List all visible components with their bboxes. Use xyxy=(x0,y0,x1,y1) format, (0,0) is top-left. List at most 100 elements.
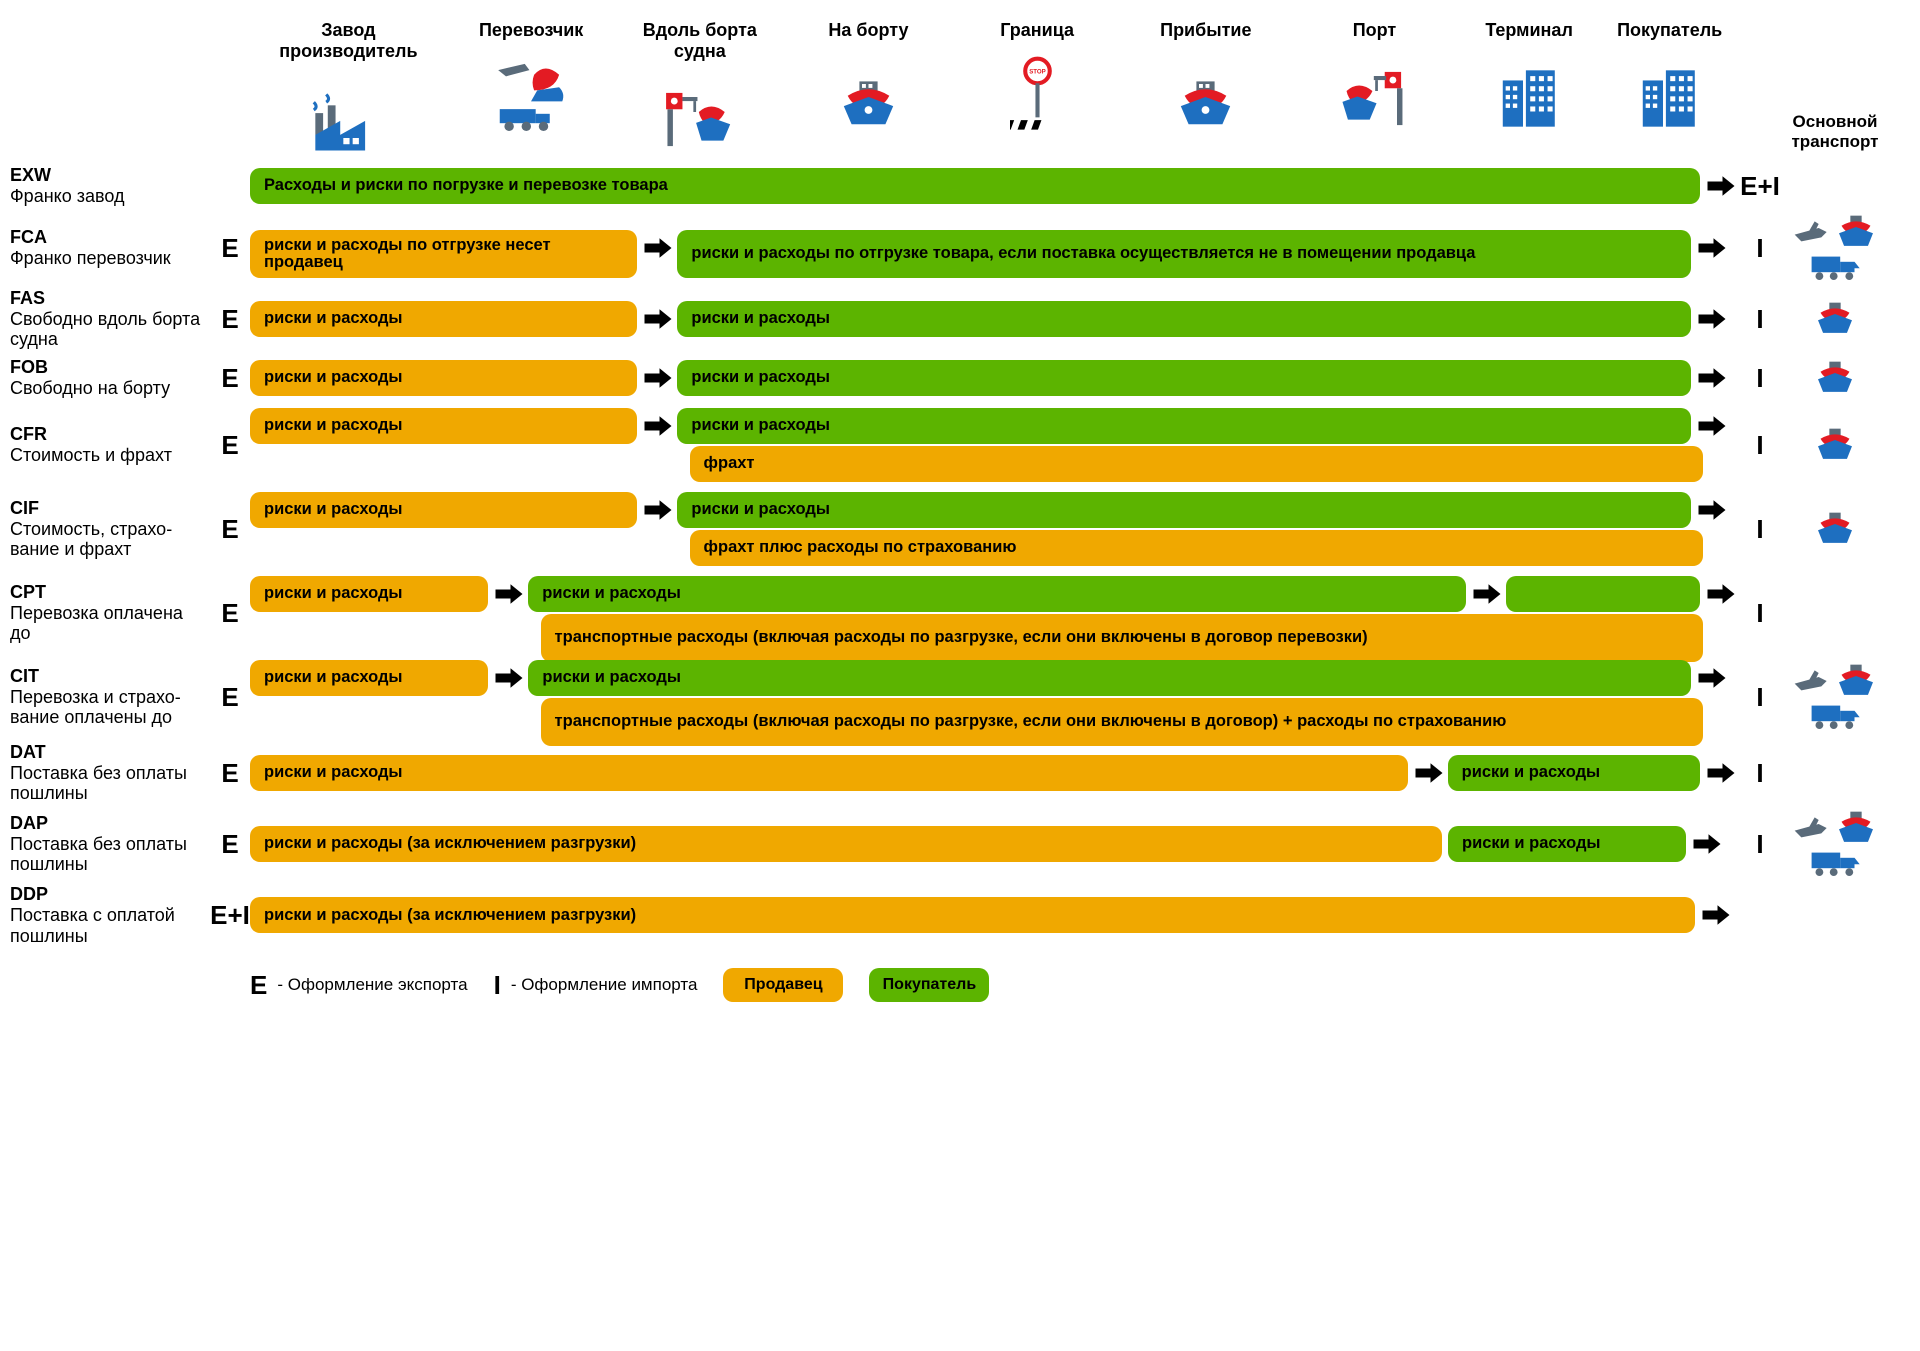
legend-E-text: - Оформление экспорта xyxy=(277,975,467,995)
import-marker: I xyxy=(1740,598,1780,629)
term-label: EXWФранко завод xyxy=(10,165,210,206)
header-buyerloc: Покупатель xyxy=(1599,20,1740,156)
building-icon xyxy=(1459,41,1600,131)
transport-icons xyxy=(1780,663,1890,731)
term-label: FCAФранко перевозчик xyxy=(10,227,210,268)
term-row: FCAФранко перевозчикEриски и расходы по … xyxy=(10,214,1890,282)
transport-icons xyxy=(1780,214,1890,282)
term-label: FOBСвободно на борту xyxy=(10,357,210,398)
term-label: FASСвободно вдоль борта судна xyxy=(10,288,210,350)
cost-bar: риски и расходы xyxy=(250,492,637,528)
export-marker: E xyxy=(210,304,250,335)
arrow-icon xyxy=(643,301,673,337)
cost-bar: риски и расходы xyxy=(677,492,1690,528)
export-marker: E+I xyxy=(210,900,250,931)
building-icon xyxy=(1599,41,1740,131)
transport-icons xyxy=(1780,810,1890,878)
cost-bar: риски и расходы (за исключением разгрузк… xyxy=(250,826,1442,862)
import-marker: I xyxy=(1740,363,1780,394)
cost-bar: транспортные расходы (включая расходы по… xyxy=(541,614,1703,662)
cost-bar: риски и расходы xyxy=(250,755,1408,791)
header-arrival: Прибытие xyxy=(1121,20,1290,156)
cost-bar: риски и расходы xyxy=(1448,826,1686,862)
cost-bar: риски и расходы xyxy=(677,301,1690,337)
header-carrier: Перевозчик xyxy=(447,20,616,156)
legend-I: I xyxy=(494,970,501,1001)
cost-bar: риски и расходы xyxy=(528,660,1690,696)
import-marker: I xyxy=(1740,682,1780,713)
cost-bar xyxy=(1506,576,1700,612)
term-row: EXWФранко заводРасходы и риски по погруз… xyxy=(10,164,1890,208)
header-alongside: Вдоль бортасудна xyxy=(615,20,784,156)
header-label: Перевозчик xyxy=(447,20,616,41)
arrow-icon xyxy=(494,660,524,696)
arrow-icon xyxy=(643,230,673,266)
arrow-icon xyxy=(643,360,673,396)
header-label: Порт xyxy=(1290,20,1459,41)
import-marker: I xyxy=(1740,304,1780,335)
arrow-icon xyxy=(1697,360,1727,396)
term-label: DAPПоставка без оплаты пошлины xyxy=(10,813,210,875)
carrier-icon xyxy=(447,41,616,131)
term-label: DATПоставка без оплаты пошлины xyxy=(10,742,210,804)
arrow-icon xyxy=(1697,660,1727,696)
arrow-icon xyxy=(1697,301,1727,337)
arrow-icon xyxy=(1697,408,1727,444)
arrow-icon xyxy=(1706,755,1736,791)
arrow-icon xyxy=(494,576,524,612)
cost-bar: риски и расходы xyxy=(677,408,1690,444)
header-port: Порт xyxy=(1290,20,1459,156)
transport-icons xyxy=(1780,511,1890,547)
term-label: CPTПеревозка оплачена до xyxy=(10,582,210,644)
header-factory: Заводпроизводитель xyxy=(250,20,447,156)
header-label: Граница xyxy=(953,20,1122,41)
cost-bar: транспортные расходы (включая расходы по… xyxy=(541,698,1703,746)
export-marker: E xyxy=(210,430,250,461)
term-row: CFRСтоимость и фрахтEриски и расходыриск… xyxy=(10,406,1890,484)
arrow-icon xyxy=(1697,492,1727,528)
import-marker: I xyxy=(1740,233,1780,264)
arrow-icon xyxy=(1692,826,1722,862)
arrow-icon xyxy=(1414,755,1444,791)
cost-bar: риски и расходы xyxy=(250,360,637,396)
crane-icon xyxy=(615,62,784,152)
header-label: Вдоль бортасудна xyxy=(615,20,784,62)
term-label: DDPПоставка с оплатой пошлины xyxy=(10,884,210,946)
arrow-icon xyxy=(1472,576,1502,612)
factory-icon xyxy=(250,62,447,152)
transport-icons xyxy=(1780,360,1890,396)
export-marker: E xyxy=(210,682,250,713)
cost-bar: риски и расходы xyxy=(677,360,1690,396)
term-label: CITПеревозка и страхо-вание оплачены до xyxy=(10,666,210,728)
cost-bar: риски и расходы по отгрузке товара, если… xyxy=(677,230,1690,278)
import-marker: I xyxy=(1740,514,1780,545)
header-label: Терминал xyxy=(1459,20,1600,41)
header-label: Покупатель xyxy=(1599,20,1740,41)
cost-bar: фрахт плюс расходы по страхованию xyxy=(690,530,1703,566)
svg-text:STOP: STOP xyxy=(1029,69,1046,76)
term-row: FASСвободно вдоль борта суднаEриски и ра… xyxy=(10,288,1890,350)
cost-bar: риски и расходы (за исключением разгрузк… xyxy=(250,897,1695,933)
header-transport: Основнойтранспорт xyxy=(1780,112,1890,156)
legend-I-text: - Оформление импорта xyxy=(511,975,698,995)
header-border: Граница STOP xyxy=(953,20,1122,156)
import-marker: E+I xyxy=(1740,171,1780,202)
term-row: FOBСвободно на бортуEриски и расходы риск… xyxy=(10,356,1890,400)
term-row: CITПеревозка и страхо-вание оплачены доE… xyxy=(10,658,1890,736)
portcrane-icon xyxy=(1290,41,1459,131)
arrow-icon xyxy=(643,408,673,444)
cost-bar: риски и расходы по отгрузке несет продав… xyxy=(250,230,637,278)
ship-icon xyxy=(784,41,953,131)
export-marker: E xyxy=(210,363,250,394)
header-label: На борту xyxy=(784,20,953,41)
export-marker: E xyxy=(210,598,250,629)
border-icon: STOP xyxy=(953,41,1122,131)
cost-bar: риски и расходы xyxy=(250,660,488,696)
term-row: DDPПоставка с оплатой пошлиныE+Iриски и … xyxy=(10,884,1890,946)
term-label: CFRСтоимость и фрахт xyxy=(10,424,210,465)
arrow-icon xyxy=(1706,576,1736,612)
export-marker: E xyxy=(210,233,250,264)
header-onboard: На борту xyxy=(784,20,953,156)
cost-bar: риски и расходы xyxy=(1448,755,1700,791)
arrow-icon xyxy=(1697,230,1727,266)
